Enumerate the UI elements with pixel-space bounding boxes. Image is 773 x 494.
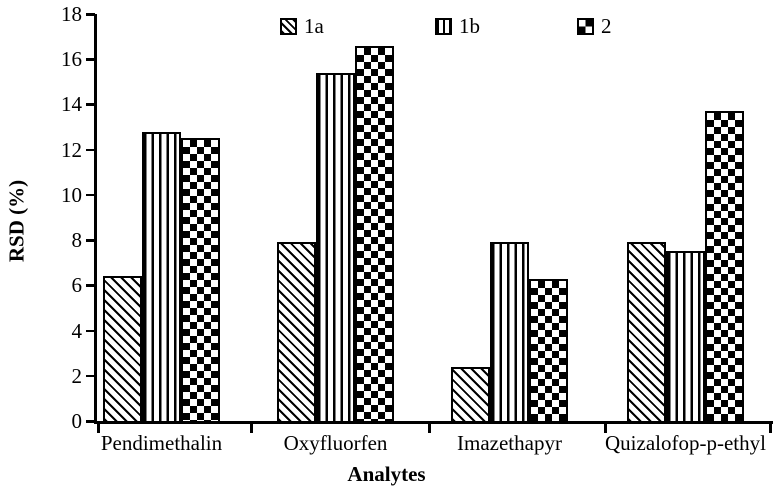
legend-swatch-vertical-lines-icon (435, 17, 452, 35)
y-tick (86, 284, 95, 287)
y-tick-label: 8 (71, 228, 83, 253)
y-tick (86, 329, 95, 333)
legend-item-1a: 1a (280, 15, 324, 37)
y-tick (86, 58, 95, 61)
x-tick (604, 424, 607, 433)
bar-1b-Quizalofop-p-ethyl (666, 251, 705, 423)
y-tick (86, 374, 95, 378)
bar-2-Imazethapyr (529, 278, 568, 423)
category-label: Quizalofop-p-ethyl (605, 431, 766, 455)
x-tick (97, 424, 100, 433)
legend-label-1b: 1b (459, 14, 480, 38)
legend-swatch-checkerboard-icon (577, 17, 594, 35)
y-tick (86, 103, 95, 106)
category-label: Pendimethalin (100, 431, 223, 455)
y-tick (86, 239, 95, 242)
y-tick-label: 16 (61, 47, 82, 72)
legend-swatch-diagonal-hatch-icon (280, 17, 297, 35)
bar-1a-Quizalofop-p-ethyl (627, 242, 666, 423)
legend-label-2: 2 (601, 14, 612, 38)
y-tick (86, 13, 95, 16)
x-axis (94, 421, 773, 424)
y-tick-label: 2 (71, 363, 83, 388)
y-tick (86, 148, 95, 152)
bar-1a-Oxyfluorfen (277, 242, 316, 423)
y-tick-label: 14 (61, 92, 82, 117)
x-tick (428, 424, 431, 433)
y-tick-label: 4 (71, 318, 83, 343)
bar-1a-Imazethapyr (451, 366, 490, 423)
y-tick (86, 420, 95, 423)
bar-1b-Pendimethalin (142, 131, 181, 423)
bar-2-Quizalofop-p-ethyl (705, 111, 744, 423)
x-axis-title: Analytes (347, 462, 426, 486)
bar-1b-Oxyfluorfen (316, 72, 355, 423)
y-tick-label: 6 (71, 273, 83, 298)
legend-label-1a: 1a (304, 14, 324, 38)
bar-1b-Imazethapyr (490, 242, 529, 423)
bar-1a-Pendimethalin (103, 276, 142, 423)
bar-2-Pendimethalin (181, 138, 220, 423)
x-tick (250, 424, 253, 433)
y-tick-label: 10 (61, 182, 82, 207)
x-tick (769, 424, 772, 433)
legend-item-2: 2 (577, 15, 612, 37)
category-label: Imazethapyr (457, 431, 562, 455)
y-tick-label: 0 (71, 409, 83, 433)
legend-item-1b: 1b (435, 15, 480, 37)
category-label: Oxyfluorfen (283, 431, 388, 455)
y-tick (86, 193, 95, 197)
y-tick-label: 12 (61, 137, 82, 162)
y-axis (94, 14, 97, 424)
y-tick-label: 18 (61, 2, 82, 26)
bar-2-Oxyfluorfen (355, 45, 394, 423)
